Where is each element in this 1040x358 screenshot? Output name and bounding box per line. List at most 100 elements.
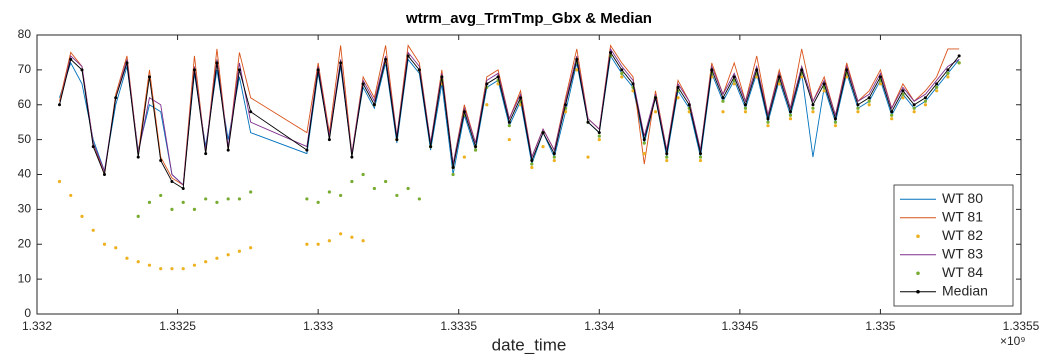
data-point — [417, 197, 421, 201]
data-point — [361, 172, 365, 177]
data-point — [856, 103, 860, 107]
data-point — [755, 75, 759, 79]
data-point — [552, 152, 556, 156]
data-point — [462, 155, 466, 159]
data-point — [856, 106, 860, 110]
data-point — [687, 110, 691, 114]
data-point — [316, 68, 320, 72]
data-point — [698, 158, 703, 163]
data-point — [901, 96, 905, 100]
data-point — [912, 106, 916, 110]
y-tick-label: 20 — [18, 236, 32, 250]
data-point — [159, 267, 163, 271]
x-tick-label: 1.3325 — [159, 319, 196, 333]
data-point — [305, 242, 309, 246]
data-point — [215, 200, 219, 204]
legend-label: WT 82 — [942, 227, 983, 243]
data-point — [609, 50, 613, 54]
data-point — [665, 155, 669, 159]
data-point — [147, 200, 152, 204]
data-point — [181, 200, 185, 204]
data-point — [552, 155, 556, 159]
data-point — [170, 207, 174, 211]
y-tick-label: 80 — [18, 27, 32, 41]
data-point — [451, 166, 455, 170]
data-point — [181, 267, 185, 271]
data-point — [575, 68, 579, 72]
data-point — [136, 214, 140, 218]
data-point — [125, 256, 129, 260]
data-point — [833, 124, 838, 128]
data-point — [867, 103, 871, 107]
data-point — [788, 113, 793, 117]
data-point — [170, 267, 174, 271]
data-point — [946, 75, 950, 79]
data-point — [474, 145, 478, 149]
data-point — [350, 155, 354, 159]
data-point — [788, 117, 793, 121]
data-point — [350, 179, 354, 184]
data-point — [620, 71, 624, 75]
plot-area — [57, 44, 961, 271]
data-point — [249, 246, 253, 250]
data-point — [743, 103, 747, 107]
data-point — [856, 110, 860, 114]
data-point — [462, 110, 466, 114]
data-point — [114, 246, 118, 250]
legend-label: Median — [942, 282, 988, 298]
y-tick-label: 60 — [18, 97, 32, 111]
data-point — [541, 145, 545, 149]
data-point — [788, 110, 792, 114]
data-point — [485, 82, 489, 86]
data-point — [564, 103, 568, 107]
data-point — [429, 145, 433, 149]
data-point — [665, 158, 669, 163]
data-point — [80, 68, 84, 72]
data-point — [372, 186, 376, 191]
data-point — [91, 145, 95, 149]
data-point — [698, 152, 702, 156]
data-point — [249, 190, 253, 194]
y-tick-label: 0 — [24, 306, 31, 320]
legend-marker — [916, 289, 920, 294]
data-point — [732, 82, 736, 86]
data-point — [204, 152, 208, 156]
data-point — [777, 75, 781, 79]
data-point — [912, 110, 916, 114]
data-point — [305, 197, 309, 201]
y-tick-label: 30 — [18, 202, 32, 216]
data-point — [159, 159, 163, 163]
data-point — [384, 179, 388, 184]
x-tick-label: 1.3345 — [722, 319, 759, 333]
data-point — [743, 110, 748, 114]
data-point — [766, 120, 770, 124]
data-point — [226, 253, 230, 257]
data-point — [811, 103, 815, 107]
data-point — [339, 61, 343, 65]
data-point — [811, 110, 815, 114]
x-tick-label: 1.335 — [865, 319, 895, 333]
data-point — [237, 68, 241, 72]
data-point — [215, 256, 219, 260]
data-point — [597, 131, 601, 135]
data-point — [125, 61, 129, 65]
legend: WT 80 WT 81 WT 82 WT 83 WT 84 Median — [893, 184, 1014, 307]
y-tick-label: 50 — [18, 132, 32, 146]
data-point — [597, 138, 601, 142]
data-point — [69, 57, 73, 61]
data-point — [766, 117, 770, 121]
data-point — [114, 96, 118, 100]
data-point — [451, 172, 455, 177]
data-point — [226, 197, 230, 201]
data-point — [350, 235, 354, 239]
chart-title: wtrm_avg_TrmTmp_Gbx & Median — [405, 10, 652, 27]
data-point — [57, 103, 61, 107]
data-point — [957, 54, 961, 58]
data-point — [845, 68, 849, 72]
data-point — [384, 57, 388, 61]
data-point — [597, 134, 601, 138]
data-point — [372, 103, 376, 107]
data-point — [653, 110, 658, 114]
data-point — [170, 179, 174, 183]
data-point — [698, 155, 703, 159]
